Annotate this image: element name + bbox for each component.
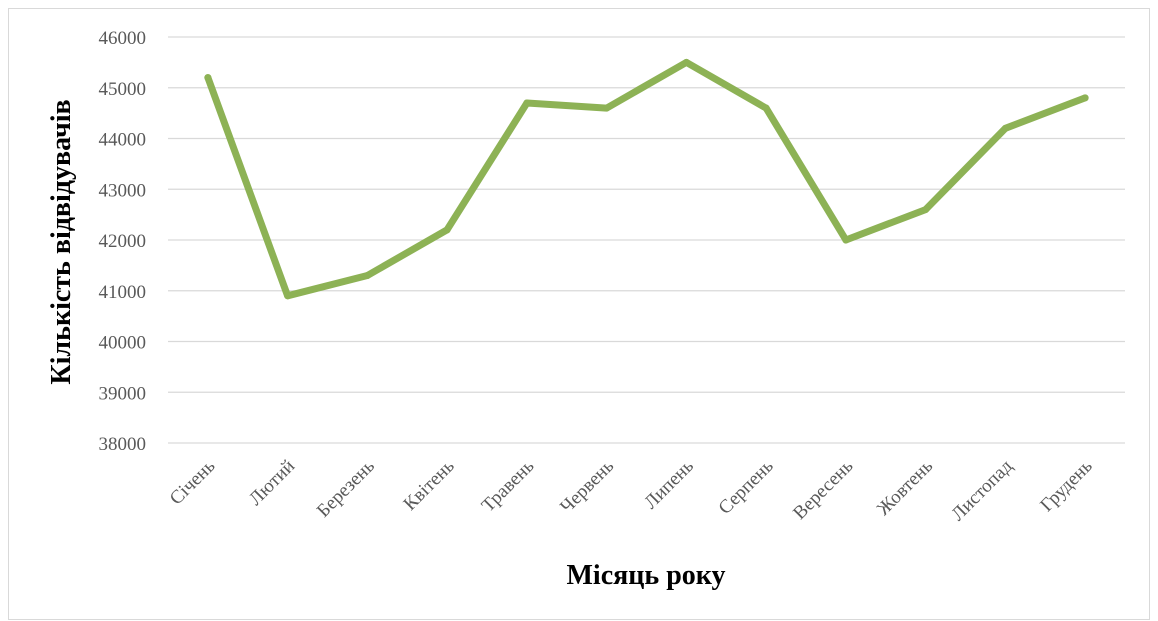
y-tick-label: 45000 — [99, 79, 147, 100]
data-point — [523, 99, 531, 107]
x-tick-label: Березень — [313, 455, 379, 521]
y-tick-label: 38000 — [99, 434, 147, 455]
data-point — [1081, 94, 1089, 102]
x-tick-label: Лютий — [245, 456, 299, 510]
series-line — [204, 58, 1089, 300]
data-point — [443, 226, 451, 234]
y-tick-label: 41000 — [99, 282, 147, 303]
y-tick-label: 43000 — [99, 180, 147, 201]
data-point — [363, 272, 371, 280]
y-tick-label: 44000 — [99, 130, 147, 151]
y-tick-label: 42000 — [99, 231, 147, 252]
x-tick-label: Листопад — [947, 455, 1017, 525]
data-point — [922, 206, 930, 214]
x-axis-title: Місяць року — [566, 560, 725, 591]
x-tick-label: Серпень — [715, 455, 778, 518]
x-tick-label: Грудень — [1036, 455, 1097, 516]
x-tick-label: Жовтень — [873, 455, 937, 519]
data-point — [762, 104, 770, 112]
gridlines — [168, 36, 1125, 444]
data-point — [682, 58, 690, 66]
x-tick-label: Травень — [478, 455, 539, 516]
x-tick-label: Липень — [640, 455, 698, 513]
x-tick-label: Січень — [166, 455, 220, 509]
x-tick-label: Червень — [556, 455, 618, 517]
data-point — [603, 104, 611, 112]
series-layer — [204, 58, 1089, 300]
chart-frame — [8, 8, 1150, 620]
y-axis-title: Кількість відвідувачів — [46, 99, 77, 384]
y-axis-ticks: 38000 39000 40000 41000 42000 43000 44000 45000… — [99, 28, 147, 455]
y-tick-label: 46000 — [99, 28, 147, 49]
x-tick-label: Квітень — [400, 455, 459, 514]
data-point — [1001, 124, 1009, 132]
x-tick-label: Вересень — [789, 455, 857, 523]
y-tick-label: 40000 — [99, 333, 147, 354]
x-axis-ticks: Січень Лютий Березень Квітень Травень Червень… — [166, 455, 1097, 525]
data-point — [204, 74, 212, 82]
y-tick-label: 39000 — [99, 383, 147, 404]
data-point — [842, 236, 850, 244]
data-point — [284, 292, 292, 300]
